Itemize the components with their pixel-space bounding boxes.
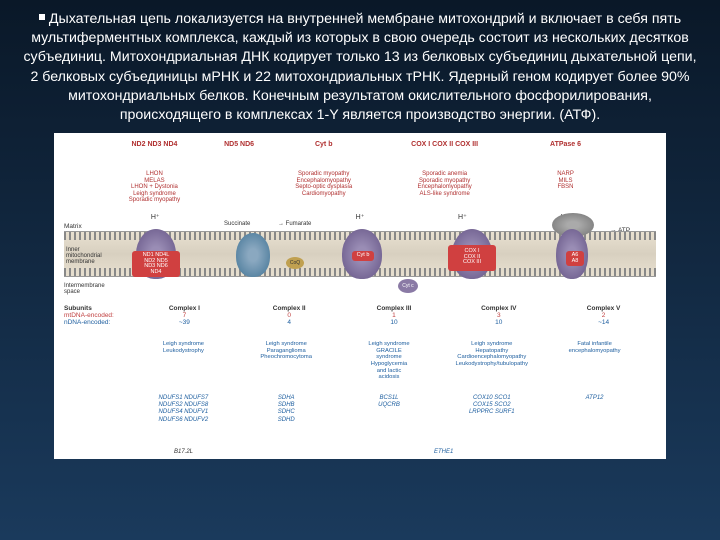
disorders-c1: LHON MELAS LHON + Dystonia Leigh syndrom… [94,171,215,204]
subunits-table: Subunits Complex I Complex II Complex II… [64,305,656,326]
genes-c5: ATPase 6 [505,141,626,149]
disorders-c4: Sporadic anemia Sporadic myopathy Enceph… [384,171,505,204]
mt-gene-labels: ND2 ND3 ND4 ND5 ND6 Cyt b COX I COX II C… [94,141,626,149]
fumarate-label: → Fumarate [278,221,311,227]
hplus-row: H⁺ H⁺ H⁺ H⁺ [104,213,616,221]
succinate-label: Succinate [224,221,250,227]
paragraph-text: Дыхательная цепь локализуется на внутрен… [23,11,696,123]
genes-c4: COX I COX II COX III [384,141,505,149]
bullet-icon [39,14,45,20]
disorders-c3: Sporadic myopathy Encephalomyopathy Sept… [263,171,384,204]
disorders-c5: NARP MILS FBSN [505,171,626,204]
genes-c1: ND2 ND3 ND4 [94,141,215,149]
cytc-label: Cyt c [398,279,418,293]
redbox-c3: Cyt b [352,251,374,261]
redbox-c1: ND1 ND4L ND2 ND5 ND3 ND6 ND4 [132,251,180,277]
nuclear-genes-row: NDUFS1 NDUFS7 NDUFS2 NDUFS8 NDUFS4 NDUFV… [132,395,646,424]
nuclear-disorders: Leigh syndrome Leukodystrophy Leigh synd… [132,341,646,381]
redbox-c4: COX I COX II COX III [448,245,496,271]
respiratory-chain-diagram: ND2 ND3 ND4 ND5 ND6 Cyt b COX I COX II C… [54,133,666,459]
main-paragraph: Дыхательная цепь локализуется на внутрен… [0,0,720,133]
ethe1-label: ETHE1 [434,449,453,455]
b172l-label: B17.2L [174,449,193,455]
mt-disorders-top: LHON MELAS LHON + Dystonia Leigh syndrom… [94,171,626,204]
matrix-label: Matrix [64,223,82,230]
coq-label: CoQ [286,257,304,269]
ims-label: Intermembrane space [64,283,105,295]
complex-2-shape [236,233,270,277]
redbox-c5: A6 A8 [566,251,584,266]
inner-membrane-label: Inner mitochondrial membrane [66,247,102,265]
genes-c3: Cyt b [263,141,384,149]
subunits-label: Subunits [64,305,132,312]
genes-c1b: ND5 ND6 [215,141,263,149]
